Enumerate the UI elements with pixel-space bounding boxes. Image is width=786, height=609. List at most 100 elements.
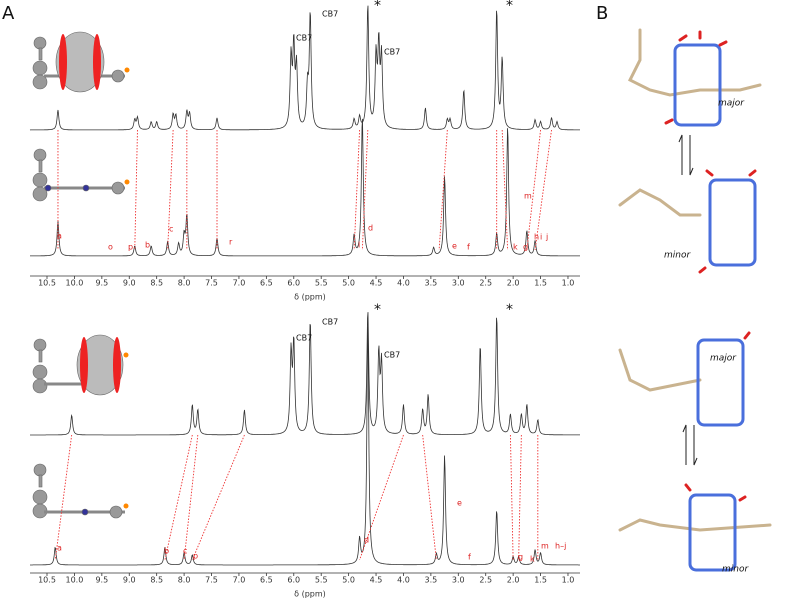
peak-label: h–j bbox=[555, 542, 566, 551]
tick-label: 9.5 bbox=[95, 279, 108, 288]
correlation-line bbox=[167, 129, 174, 251]
annotation: * bbox=[506, 0, 513, 14]
correlation-line bbox=[509, 434, 514, 561]
annotation: * bbox=[506, 302, 513, 318]
correlation-line bbox=[501, 129, 509, 251]
tick-label: 1.0 bbox=[562, 576, 575, 585]
correlation-line bbox=[359, 434, 404, 561]
tick-label: 5.5 bbox=[315, 576, 328, 585]
peak-label: f bbox=[468, 553, 471, 562]
tick-label: 9.0 bbox=[123, 576, 136, 585]
tick-label: 10.5 bbox=[38, 279, 56, 288]
annotation: CB7 bbox=[322, 10, 338, 19]
tick-label: 2.0 bbox=[507, 576, 520, 585]
spectrum-trace bbox=[30, 312, 580, 436]
peak-label: d bbox=[368, 224, 373, 233]
axis-label: δ (ppm) bbox=[294, 293, 326, 302]
peak-label: g bbox=[523, 243, 528, 252]
tick-label: 2.5 bbox=[479, 279, 492, 288]
peak-label: h bbox=[534, 233, 539, 242]
correlation-line bbox=[164, 434, 193, 561]
tick-label: 10.5 bbox=[38, 576, 56, 585]
tick-label: 5.5 bbox=[315, 279, 328, 288]
panel-label: B bbox=[596, 3, 608, 24]
spectrum-trace bbox=[30, 118, 580, 257]
peak-label: m bbox=[541, 542, 549, 551]
correlation-line bbox=[518, 434, 522, 561]
tick-label: 8.5 bbox=[150, 576, 163, 585]
peak-label: e bbox=[452, 242, 457, 251]
peak-label: d bbox=[364, 536, 369, 545]
conformer-label: minor bbox=[664, 251, 691, 261]
tick-label: 3.0 bbox=[452, 576, 465, 585]
spectrum-trace bbox=[29, 5, 580, 131]
tick-label: 3.5 bbox=[425, 279, 438, 288]
tick-label: 3.5 bbox=[425, 576, 438, 585]
peak-label: p bbox=[193, 552, 198, 561]
tick-label: 8.0 bbox=[178, 279, 191, 288]
correlation-line bbox=[361, 129, 369, 251]
peak-label: p bbox=[128, 243, 133, 252]
conformer-label: major bbox=[718, 99, 745, 109]
tick-label: 6.0 bbox=[287, 576, 300, 585]
panel-label: A bbox=[2, 3, 15, 24]
tick-label: 4.0 bbox=[397, 279, 410, 288]
axis-label: δ (ppm) bbox=[294, 590, 326, 599]
peak-label: j bbox=[545, 233, 548, 242]
spectrum-trace bbox=[30, 326, 580, 566]
annotation: * bbox=[374, 0, 381, 14]
tick-label: 5.0 bbox=[342, 279, 355, 288]
conformer-label: major bbox=[710, 354, 737, 364]
annotation: CB7 bbox=[384, 351, 400, 360]
peak-label: b bbox=[164, 547, 169, 556]
correlation-line bbox=[183, 434, 199, 561]
correlation-line bbox=[54, 434, 73, 561]
tick-label: 7.0 bbox=[233, 576, 246, 585]
annotation: CB7 bbox=[322, 318, 338, 327]
peak-label: b bbox=[145, 241, 150, 250]
tick-label: 8.0 bbox=[178, 576, 191, 585]
cartoon bbox=[32, 31, 130, 519]
tick-label: 1.0 bbox=[562, 279, 575, 288]
annotation: * bbox=[374, 302, 381, 318]
tick-label: 1.5 bbox=[534, 279, 547, 288]
tick-label: 6.0 bbox=[287, 279, 300, 288]
conformer-label: minor bbox=[722, 565, 749, 575]
tick-label: 4.5 bbox=[370, 279, 383, 288]
peak-label: f bbox=[467, 243, 470, 252]
correlation-line bbox=[422, 434, 437, 561]
correlation-line bbox=[526, 129, 542, 251]
tick-label: 10.0 bbox=[66, 279, 84, 288]
tick-label: 6.5 bbox=[260, 576, 273, 585]
correlation-line bbox=[353, 129, 361, 251]
tick-label: 9.0 bbox=[123, 279, 136, 288]
peak-label: g bbox=[518, 553, 523, 562]
peak-label: c bbox=[169, 225, 173, 234]
peak-label: a bbox=[57, 232, 62, 241]
peak-label: l bbox=[358, 241, 360, 250]
correlation-line bbox=[438, 129, 448, 251]
tick-label: 10.0 bbox=[66, 576, 84, 585]
tick-label: 3.0 bbox=[452, 279, 465, 288]
tick-label: 7.5 bbox=[205, 576, 218, 585]
tick-label: 7.5 bbox=[205, 279, 218, 288]
tick-label: 9.5 bbox=[95, 576, 108, 585]
peak-label: c bbox=[183, 547, 187, 556]
equilibrium-arrow bbox=[678, 134, 698, 466]
correlation-line bbox=[134, 129, 138, 251]
correlation-line bbox=[534, 129, 552, 251]
peak-label: k bbox=[530, 555, 535, 564]
tick-label: 4.5 bbox=[370, 576, 383, 585]
tick-label: 5.0 bbox=[342, 576, 355, 585]
correlation-line bbox=[191, 434, 245, 561]
annotation: CB7 bbox=[296, 34, 312, 43]
tick-label: 2.5 bbox=[479, 576, 492, 585]
peak-label: m bbox=[524, 192, 532, 201]
molecule bbox=[618, 28, 772, 572]
tick-label: 7.0 bbox=[233, 279, 246, 288]
annotation: CB7 bbox=[384, 48, 400, 57]
peak-label: o bbox=[108, 243, 113, 252]
tick-label: 8.5 bbox=[150, 279, 163, 288]
peak-label: i bbox=[540, 233, 542, 242]
